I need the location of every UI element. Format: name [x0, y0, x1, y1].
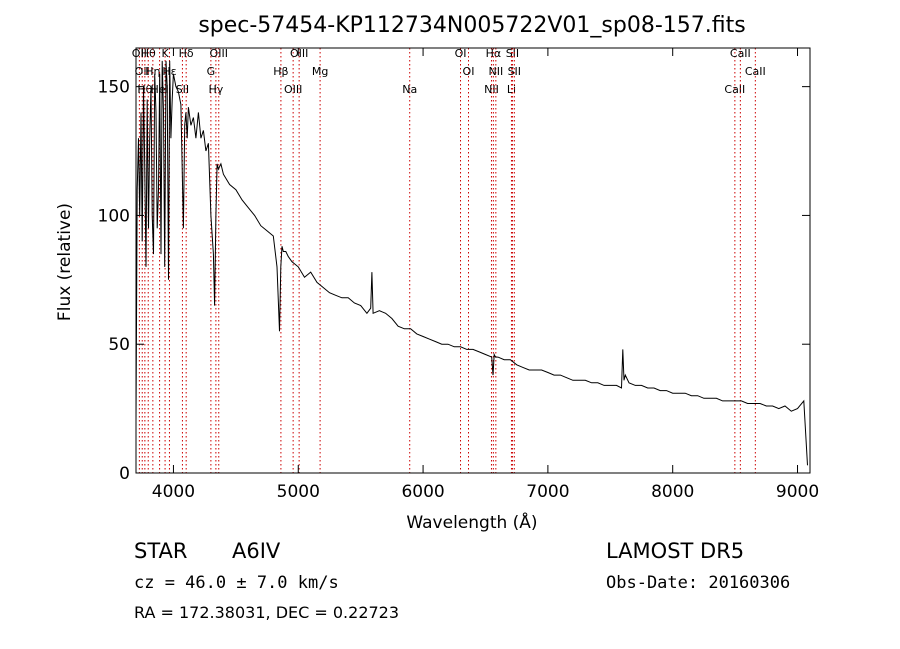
line-marker-label: OI — [463, 65, 475, 78]
line-marker-label: Mg — [312, 65, 328, 78]
x-tick-label: 5000 — [277, 482, 320, 502]
line-marker-label: OIII — [284, 83, 302, 96]
redshift-readout: cz = 46.0 ± 7.0 km/s — [134, 573, 339, 593]
x-tick-label: 6000 — [401, 482, 444, 502]
axes: 4000 5000 6000 7000 8000 9000 0 50 100 150 — [98, 48, 819, 502]
line-marker-label: K — [161, 47, 169, 60]
line-marker-label: OII — [135, 65, 150, 78]
object-class: STAR — [134, 539, 188, 563]
line-marker-label: Li — [507, 83, 516, 96]
obs-date: Obs-Date: 20160306 — [606, 573, 791, 593]
line-marker-label: CaII — [730, 47, 751, 60]
line-marker-label: NII — [484, 83, 499, 96]
line-marker-label: Hη — [145, 65, 160, 78]
line-marker-label: OIII — [290, 47, 308, 60]
line-marker-label: Hβ — [273, 65, 288, 78]
line-marker-label: CaII — [745, 65, 766, 78]
line-marker-label: Hδ — [179, 47, 194, 60]
y-tick-label: 50 — [108, 335, 130, 355]
x-tick-label: 4000 — [152, 482, 195, 502]
survey-name: LAMOST DR5 — [606, 539, 745, 563]
y-tick-label: 100 — [98, 206, 130, 226]
line-marker-label: CaII — [724, 83, 745, 96]
object-subclass: A6IV — [232, 539, 281, 563]
coordinates: RA = 172.38031, DEC = 0.22723 — [134, 603, 400, 622]
x-axis-label: Wavelength (Å) — [406, 511, 537, 533]
line-marker-label: Hα — [486, 47, 502, 60]
line-markers: OIIOIIHθHθHηHeIKHεSIIHδGHγOIIIHβOIIIOIII… — [132, 47, 766, 473]
x-tick-label: 9000 — [776, 482, 819, 502]
y-tick-label: 0 — [119, 464, 130, 484]
line-marker-label: Hθ — [141, 47, 156, 60]
chart-title: spec-57454-KP112734N005722V01_sp08-157.f… — [198, 13, 745, 38]
y-tick-label: 150 — [98, 78, 130, 98]
line-marker-label: Hγ — [208, 83, 223, 96]
x-tick-label: 7000 — [526, 482, 569, 502]
line-marker-label: SII — [508, 65, 521, 78]
x-tick-label: 8000 — [651, 482, 694, 502]
line-marker-label: SII — [506, 47, 519, 60]
spectrum-line — [135, 60, 808, 466]
plot-frame — [135, 47, 811, 474]
line-marker-label: OIII — [210, 47, 228, 60]
line-marker-label: Na — [402, 83, 417, 96]
line-marker-label: G — [207, 65, 216, 78]
line-marker-label: NII — [488, 65, 503, 78]
line-marker-label: OI — [455, 47, 467, 60]
y-axis-label: Flux (relative) — [55, 203, 75, 321]
